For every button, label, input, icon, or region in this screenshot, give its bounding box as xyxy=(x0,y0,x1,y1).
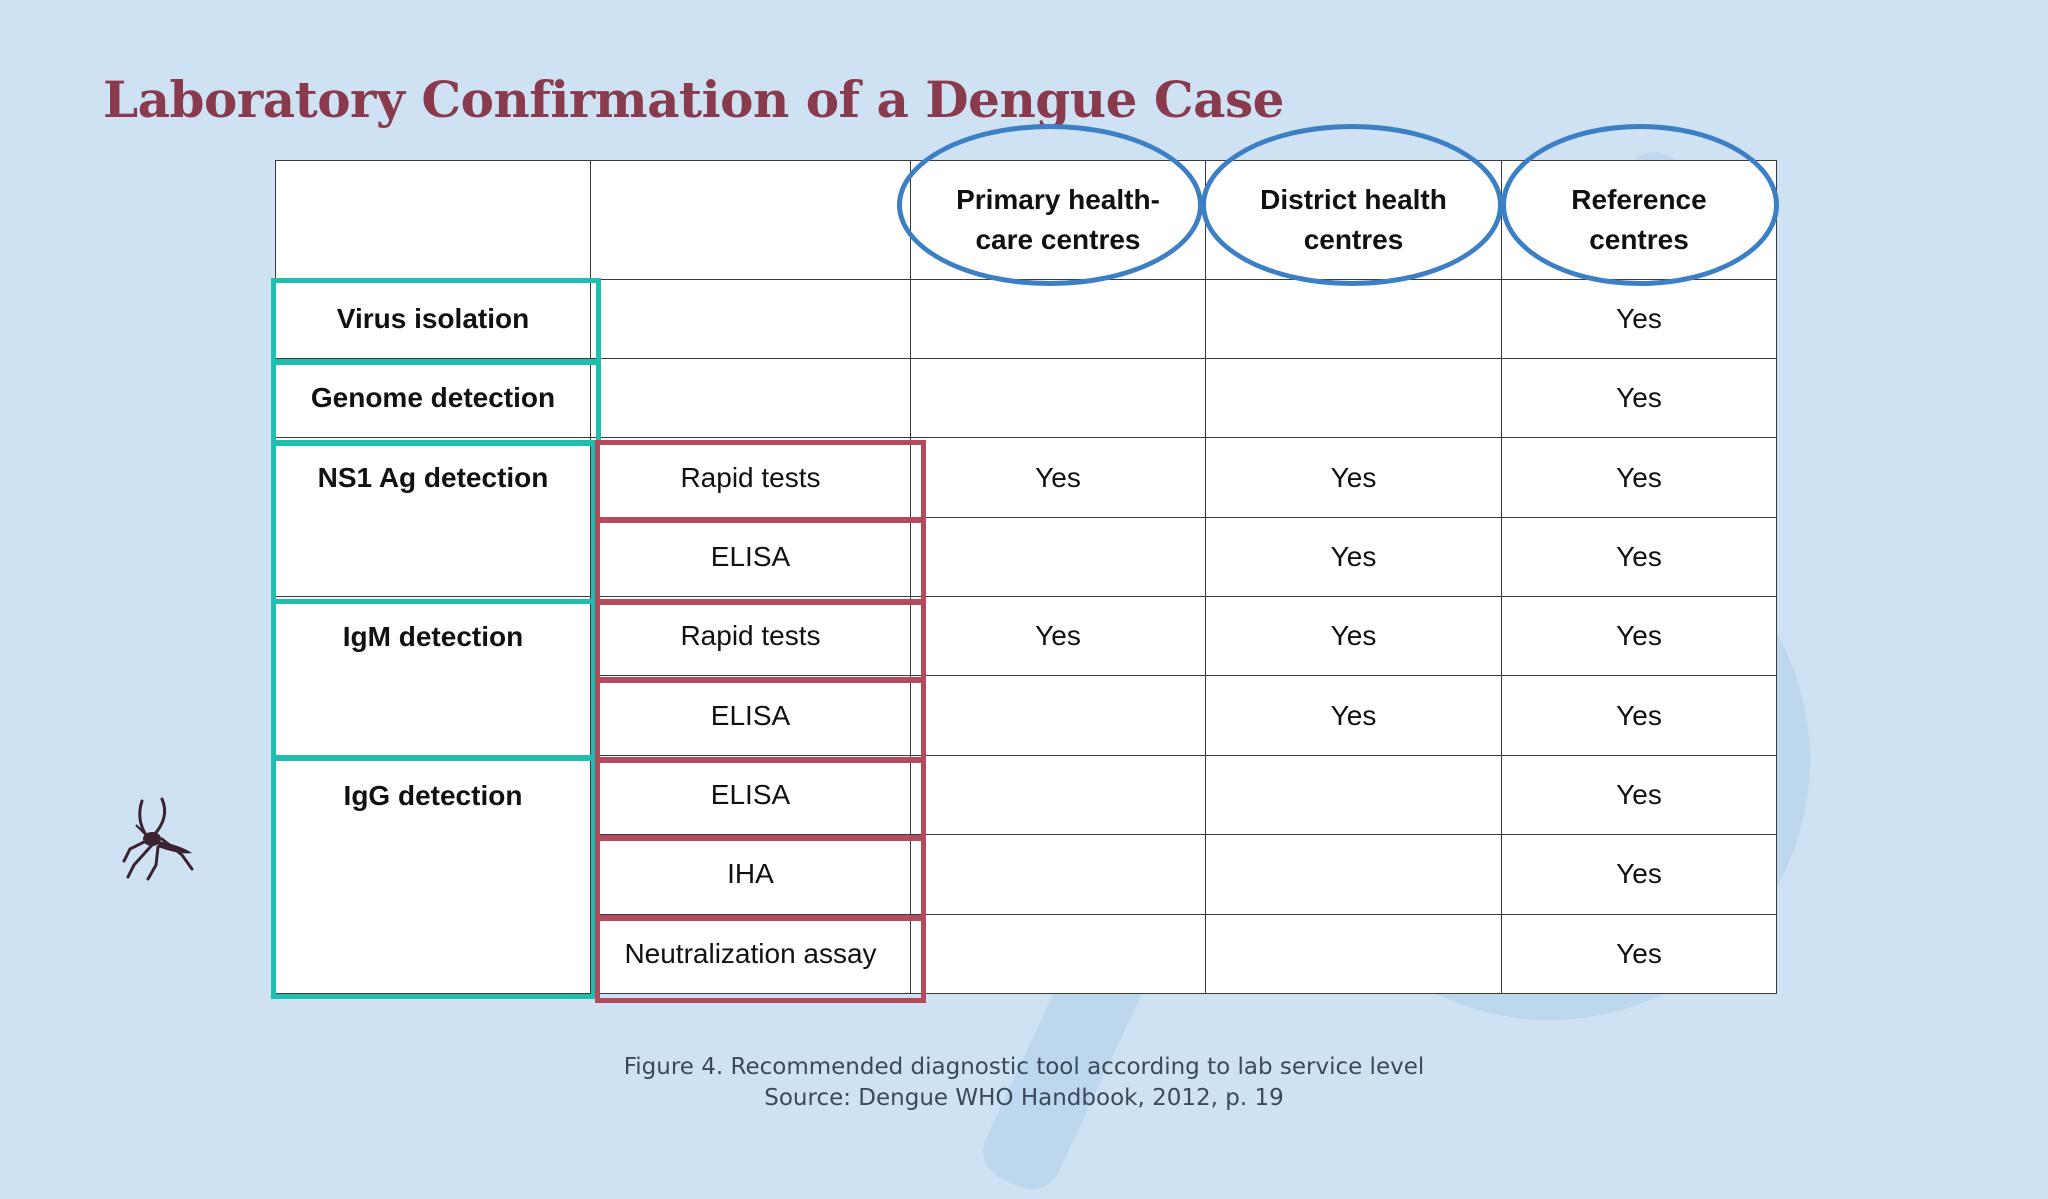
column-header-line: Reference xyxy=(1571,183,1707,215)
row-category: Genome detection xyxy=(275,357,591,439)
table-cell xyxy=(910,834,1206,915)
column-header-line: centres xyxy=(1303,223,1404,255)
table-row: IgG detection ELISA Yes xyxy=(275,754,1777,995)
column-header-line: care centres xyxy=(975,223,1141,255)
table-cell xyxy=(1205,754,1502,836)
row-method: ELISA xyxy=(590,516,911,598)
table-cell: Yes xyxy=(1501,834,1777,915)
row-method: ELISA xyxy=(590,754,911,836)
table-cell xyxy=(910,516,1206,598)
mosquito-icon xyxy=(122,797,194,881)
header-empty-cell xyxy=(275,160,591,280)
table-cell xyxy=(910,278,1206,359)
table-cell: Yes xyxy=(1501,754,1777,836)
table-cell: Yes xyxy=(1501,357,1777,439)
column-header-district: District health centres xyxy=(1205,160,1502,280)
row-category: NS1 Ag detection xyxy=(275,437,591,598)
table-cell: Yes xyxy=(1501,516,1777,598)
row-method: Neutralization assay xyxy=(590,913,911,995)
table-cell: Yes xyxy=(1205,675,1502,756)
column-header-primary: Primary health- care centres xyxy=(910,160,1206,280)
column-header-line: centres xyxy=(1589,223,1689,255)
row-method: IHA xyxy=(590,834,911,915)
header-empty-cell xyxy=(590,160,911,280)
table-cell: Yes xyxy=(1501,437,1777,518)
table-row: IHA Yes xyxy=(276,834,1777,915)
table-cell: Yes xyxy=(1205,596,1502,677)
table-cell: Yes xyxy=(1501,913,1777,995)
table-header-row: Primary health- care centres District he… xyxy=(275,160,1777,280)
table-cell xyxy=(910,675,1206,756)
table-cell xyxy=(1205,913,1502,995)
table-cell: Yes xyxy=(910,437,1206,518)
row-category: IgM detection xyxy=(275,596,591,756)
table-cell: Yes xyxy=(910,596,1206,677)
row-method: ELISA xyxy=(590,675,911,756)
diagnostic-table: Primary health- care centres District he… xyxy=(275,160,1777,995)
caption-line: Figure 4. Recommended diagnostic tool ac… xyxy=(623,1054,1425,1080)
table-cell: Yes xyxy=(1205,437,1502,518)
row-method xyxy=(590,278,911,359)
table-cell: Yes xyxy=(1501,278,1777,359)
slide-title: Laboratory Confirmation of a Dengue Case xyxy=(103,70,1284,129)
column-header-line: Primary health- xyxy=(956,183,1160,215)
table-row: ELISA Yes Yes xyxy=(276,516,1777,598)
row-method: Rapid tests xyxy=(590,596,911,677)
table-cell: Yes xyxy=(1501,596,1777,677)
table-cell xyxy=(910,754,1206,836)
row-category: Virus isolation xyxy=(275,278,591,359)
table-cell: Yes xyxy=(1501,675,1777,756)
table-cell: Yes xyxy=(1205,516,1502,598)
table-row: Genome detection Yes xyxy=(275,357,1777,439)
row-category: IgG detection xyxy=(275,754,591,995)
figure-caption: Figure 4. Recommended diagnostic tool ac… xyxy=(0,1052,2048,1114)
row-method xyxy=(590,357,911,439)
column-header-line: District health xyxy=(1260,183,1447,215)
table-cell xyxy=(910,913,1206,995)
column-header-reference: Reference centres xyxy=(1501,160,1777,280)
table-cell xyxy=(910,357,1206,439)
table-row: ELISA Yes Yes xyxy=(276,675,1777,756)
table-cell xyxy=(1205,834,1502,915)
table-cell xyxy=(1205,278,1502,359)
table-row: NS1 Ag detection Rapid tests Yes Yes Yes xyxy=(275,437,1777,598)
table-row: Neutralization assay Yes xyxy=(276,913,1777,995)
table-row: IgM detection Rapid tests Yes Yes Yes xyxy=(275,596,1777,756)
caption-source: Source: Dengue WHO Handbook, 2012, p. 19 xyxy=(764,1085,1284,1111)
table-row: Virus isolation Yes xyxy=(275,278,1777,359)
row-method: Rapid tests xyxy=(590,437,911,518)
table-cell xyxy=(1205,357,1502,439)
